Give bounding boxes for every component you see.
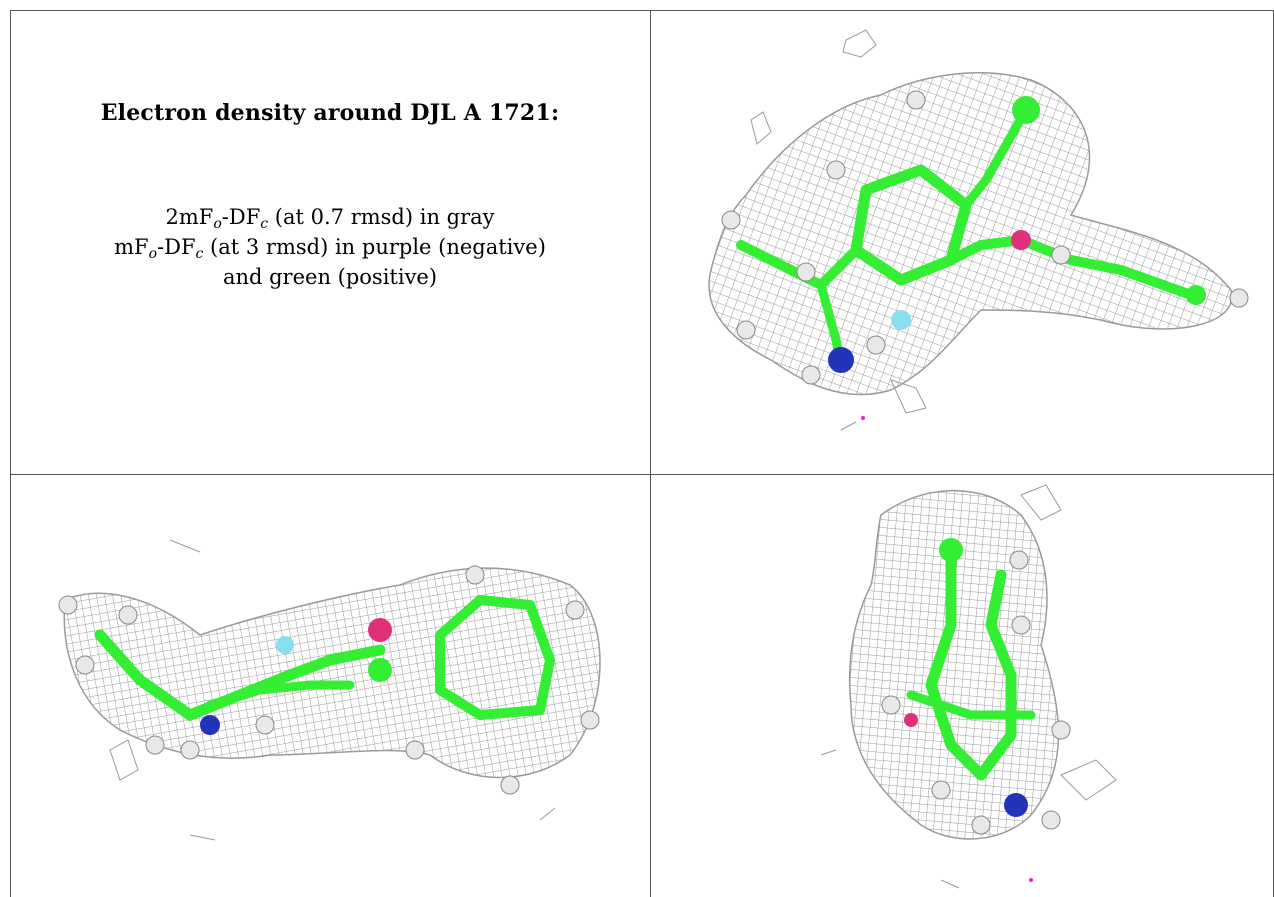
density-view-bottom-right <box>651 475 1273 897</box>
density-render-2 <box>58 539 601 841</box>
density-view-top-right <box>651 10 1273 474</box>
legend-line-fofc: mFo-DFc (at 3 rmsd) in purple (negative) <box>114 235 546 262</box>
density-render-1 <box>708 29 1249 431</box>
mesh-icon <box>820 484 1117 889</box>
figure-grid: Electron density around DJL A 1721: 2mFo… <box>10 10 1274 897</box>
center-vertical-divider <box>650 10 651 897</box>
legend-line-2fofc: 2mFo-DFc (at 0.7 rmsd) in gray <box>165 205 495 232</box>
outer-top-border <box>10 10 1274 11</box>
density-render-3 <box>820 484 1117 889</box>
mesh-icon <box>63 539 601 841</box>
molecule-icon <box>721 90 1249 420</box>
mesh-icon <box>708 29 1233 431</box>
center-horizontal-divider <box>10 474 1274 475</box>
molecule-icon <box>881 538 1071 882</box>
figure-heading: Electron density around DJL A 1721: <box>100 100 560 126</box>
map-legend: 2mFo-DFc (at 0.7 rmsd) in gray mFo-DFc (… <box>10 202 650 292</box>
legend-line-colors: and green (positive) <box>222 265 438 289</box>
molecule-icon <box>58 565 600 795</box>
caption-cell: Electron density around DJL A 1721: 2mFo… <box>10 10 650 474</box>
density-view-bottom-left <box>10 475 650 897</box>
outer-left-border <box>10 10 11 897</box>
